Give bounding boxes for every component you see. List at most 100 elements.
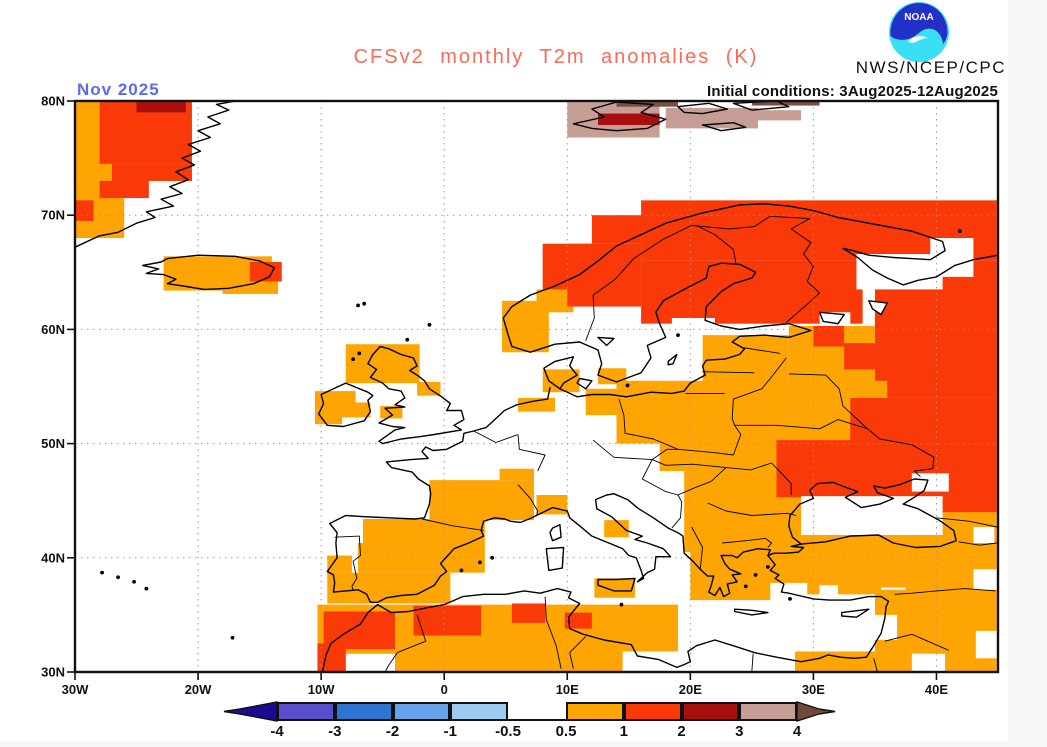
colorbar-segment (277, 702, 335, 721)
initial-conditions-label: Initial conditions: 3Aug2025-12Aug2025 (706, 83, 998, 100)
colorbar-label: -1 (443, 723, 457, 740)
map-area: 80N 70N 60N 50N 40N 30N 30W 20W 10W 0 10E 20E 30E 40E (40, 86, 1015, 702)
anomaly-cell (911, 473, 949, 492)
colorbar-label: -3 (328, 723, 342, 740)
lat-tick-label: 60N (41, 322, 65, 337)
lat-tick-label: 50N (41, 436, 65, 451)
anomaly-cell (819, 585, 839, 595)
figure-area: CFSv2 monthly T2m anomalies (K) NOAA NWS… (41, 2, 1006, 743)
anomaly-cell (622, 651, 679, 672)
anomaly-cell (665, 107, 759, 129)
anomaly-cell (973, 569, 997, 593)
anomaly-cell (222, 280, 279, 294)
logo-bird-shape (890, 3, 948, 44)
lon-tick-label: 10W (308, 682, 335, 697)
anomaly-cell (594, 578, 635, 598)
lat-tick-label: 80N (41, 94, 65, 109)
colorbar-segment (392, 702, 451, 721)
axis-ticks-and-labels: 80N 70N 60N 50N 40N 30N 30W 20W 10W 0 10E 20E 30E 40E (41, 94, 948, 698)
anomaly-cell (358, 518, 485, 573)
anomaly-cell (690, 546, 771, 601)
anomaly-cell (844, 343, 875, 370)
anomaly-cell (813, 325, 845, 347)
anomaly-cell (413, 605, 482, 636)
anomaly-cell (542, 243, 592, 290)
anomaly-cell (794, 651, 875, 672)
anomaly-cell (751, 101, 820, 106)
anomaly-cell (751, 110, 802, 121)
colorbar-segment (739, 702, 797, 721)
anomaly-cell (564, 612, 592, 629)
noaa-logo: NOAA (889, 2, 949, 62)
colorbar-label: 1 (619, 723, 628, 740)
anomaly-cell (75, 200, 94, 221)
forecast-month-label: Nov 2025 (77, 80, 160, 99)
map-frame (73, 99, 1000, 674)
coastlines (75, 101, 998, 672)
anomaly-cell (499, 468, 535, 481)
colorbar-segment (334, 702, 393, 721)
lon-tick-label: 30E (802, 682, 825, 697)
lat-tick-label: 70N (41, 208, 65, 223)
anomaly-cell (345, 344, 420, 384)
anomaly-cell (671, 317, 715, 332)
anomaly-cell (518, 397, 555, 412)
colorbar-label: 4 (792, 723, 802, 740)
colorbar-segment (450, 702, 508, 721)
colorbar-label: -2 (385, 723, 400, 740)
small-islands (100, 229, 962, 640)
anomaly-cell (542, 369, 580, 393)
graticule (75, 101, 998, 672)
colorbar-label: 0.5 (555, 723, 577, 740)
anomaly-cell (801, 496, 943, 535)
colorbar-segment (681, 702, 740, 721)
anomaly-cell (973, 526, 995, 543)
anomaly-cell (314, 416, 343, 425)
lat-tick-label: 40N (41, 550, 65, 565)
logo-gull-icon (908, 36, 928, 43)
anomaly-cell (604, 520, 629, 538)
agency-label: NWS/NCEP/CPC (855, 58, 1006, 77)
anomaly-cell (536, 289, 574, 313)
colorbar-arrows (223, 701, 836, 722)
anomaly-cell (911, 653, 946, 672)
anomaly-cell (975, 630, 997, 659)
logo-text: NOAA (904, 12, 933, 23)
colorbar-label: 3 (735, 723, 744, 740)
anomaly-cell (511, 603, 546, 623)
lon-tick-label: 0 (441, 682, 448, 697)
colorbar-label: -0.5 (495, 723, 521, 740)
country-borders (334, 215, 997, 672)
anomaly-cell (136, 101, 186, 113)
anomaly-cell (770, 582, 808, 595)
anomaly-cell (327, 555, 352, 573)
anomaly-cell (598, 113, 660, 125)
colorbar-neutral-line (506, 718, 568, 721)
anomaly-cell (930, 238, 974, 277)
lon-tick-label: 20E (679, 682, 702, 697)
anomaly-cells (75, 101, 997, 672)
anomaly-cell (536, 494, 568, 515)
lon-tick-label: 30W (62, 682, 89, 697)
anomaly-cell (327, 572, 451, 604)
anomaly-cell (874, 614, 898, 641)
colorbar: -4 -3 -2 -1 -0.5 0.5 1 2 3 4 (222, 701, 862, 743)
lon-tick-label: 40E (925, 682, 948, 697)
anomaly-cell (323, 611, 395, 650)
colorbar-segment (566, 702, 624, 721)
anomaly-cell (111, 163, 192, 181)
anomaly-cell (850, 397, 997, 515)
colorbar-label: 2 (677, 723, 686, 740)
colorbar-label: -4 (270, 723, 284, 740)
map-canvas: 80N 70N 60N 50N 40N 30N 30W 20W 10W 0 10E 20E 30E 40E (41, 94, 1000, 698)
lon-tick-label: 10E (556, 682, 579, 697)
anomaly-cell (99, 180, 149, 199)
anomaly-cell (355, 386, 373, 403)
lon-tick-label: 20W (185, 682, 212, 697)
lat-tick-label: 30N (41, 665, 65, 680)
anomaly-cell (585, 388, 623, 416)
anomaly-cell (429, 480, 535, 521)
colorbar-segment (623, 702, 682, 721)
anomaly-cell (345, 653, 395, 672)
anomaly-cell (659, 443, 703, 472)
